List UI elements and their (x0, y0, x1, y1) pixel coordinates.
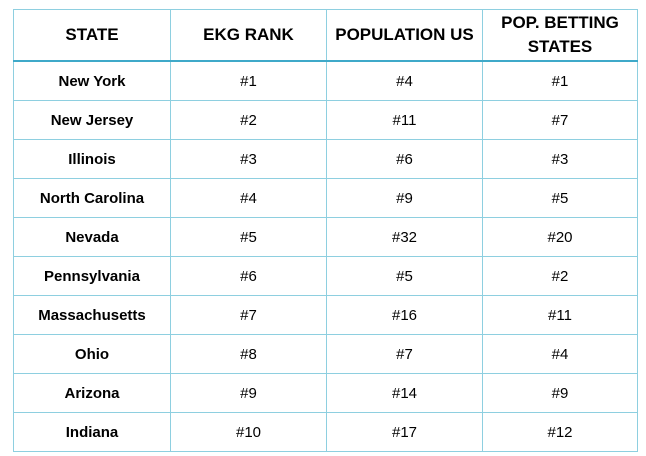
ekg-rank-cell: #6 (170, 256, 327, 296)
pop-betting-states-cell: #12 (482, 412, 638, 452)
header-ekg-rank: EKG RANK (170, 9, 327, 62)
ekg-rank-cell: #8 (170, 334, 327, 374)
pop-betting-states-cell: #3 (482, 139, 638, 179)
table-row: New York #1 #4 #1 (13, 60, 638, 101)
population-us-cell: #32 (326, 217, 483, 257)
rankings-table-container: STATE EKG RANK POPULATION US POP. BETTIN… (13, 9, 638, 452)
state-cell: New York (13, 60, 171, 101)
population-us-cell: #5 (326, 256, 483, 296)
ekg-rank-cell: #2 (170, 100, 327, 140)
table-row: Massachusetts #7 #16 #11 (13, 295, 638, 335)
ekg-rank-cell: #5 (170, 217, 327, 257)
pop-betting-states-cell: #4 (482, 334, 638, 374)
table-row: North Carolina #4 #9 #5 (13, 178, 638, 218)
population-us-cell: #14 (326, 373, 483, 413)
pop-betting-states-cell: #7 (482, 100, 638, 140)
ekg-rank-cell: #4 (170, 178, 327, 218)
state-cell: New Jersey (13, 100, 171, 140)
population-us-cell: #11 (326, 100, 483, 140)
population-us-cell: #4 (326, 60, 483, 101)
table-row: Pennsylvania #6 #5 #2 (13, 256, 638, 296)
ekg-rank-cell: #10 (170, 412, 327, 452)
table-body: New York #1 #4 #1 New Jersey #2 #11 #7 I… (13, 60, 638, 452)
population-us-cell: #9 (326, 178, 483, 218)
table-row: Nevada #5 #32 #20 (13, 217, 638, 257)
ekg-rank-cell: #7 (170, 295, 327, 335)
table-row: New Jersey #2 #11 #7 (13, 100, 638, 140)
table-row: Illinois #3 #6 #3 (13, 139, 638, 179)
population-us-cell: #6 (326, 139, 483, 179)
header-population-us: POPULATION US (326, 9, 483, 62)
state-rankings-table: STATE EKG RANK POPULATION US POP. BETTIN… (13, 9, 638, 452)
header-state: STATE (13, 9, 171, 62)
population-us-cell: #17 (326, 412, 483, 452)
table-row: Ohio #8 #7 #4 (13, 334, 638, 374)
pop-betting-states-cell: #1 (482, 60, 638, 101)
state-cell: North Carolina (13, 178, 171, 218)
table-header: STATE EKG RANK POPULATION US POP. BETTIN… (13, 9, 638, 62)
header-row: STATE EKG RANK POPULATION US POP. BETTIN… (13, 9, 638, 62)
pop-betting-states-cell: #11 (482, 295, 638, 335)
pop-betting-states-cell: #20 (482, 217, 638, 257)
header-pop-betting-states: POP. BETTING STATES (482, 9, 638, 62)
table-row: Arizona #9 #14 #9 (13, 373, 638, 413)
ekg-rank-cell: #3 (170, 139, 327, 179)
state-cell: Arizona (13, 373, 171, 413)
pop-betting-states-cell: #5 (482, 178, 638, 218)
state-cell: Pennsylvania (13, 256, 171, 296)
ekg-rank-cell: #9 (170, 373, 327, 413)
pop-betting-states-cell: #9 (482, 373, 638, 413)
population-us-cell: #16 (326, 295, 483, 335)
population-us-cell: #7 (326, 334, 483, 374)
ekg-rank-cell: #1 (170, 60, 327, 101)
state-cell: Massachusetts (13, 295, 171, 335)
state-cell: Ohio (13, 334, 171, 374)
pop-betting-states-cell: #2 (482, 256, 638, 296)
table-row: Indiana #10 #17 #12 (13, 412, 638, 452)
state-cell: Indiana (13, 412, 171, 452)
state-cell: Illinois (13, 139, 171, 179)
state-cell: Nevada (13, 217, 171, 257)
